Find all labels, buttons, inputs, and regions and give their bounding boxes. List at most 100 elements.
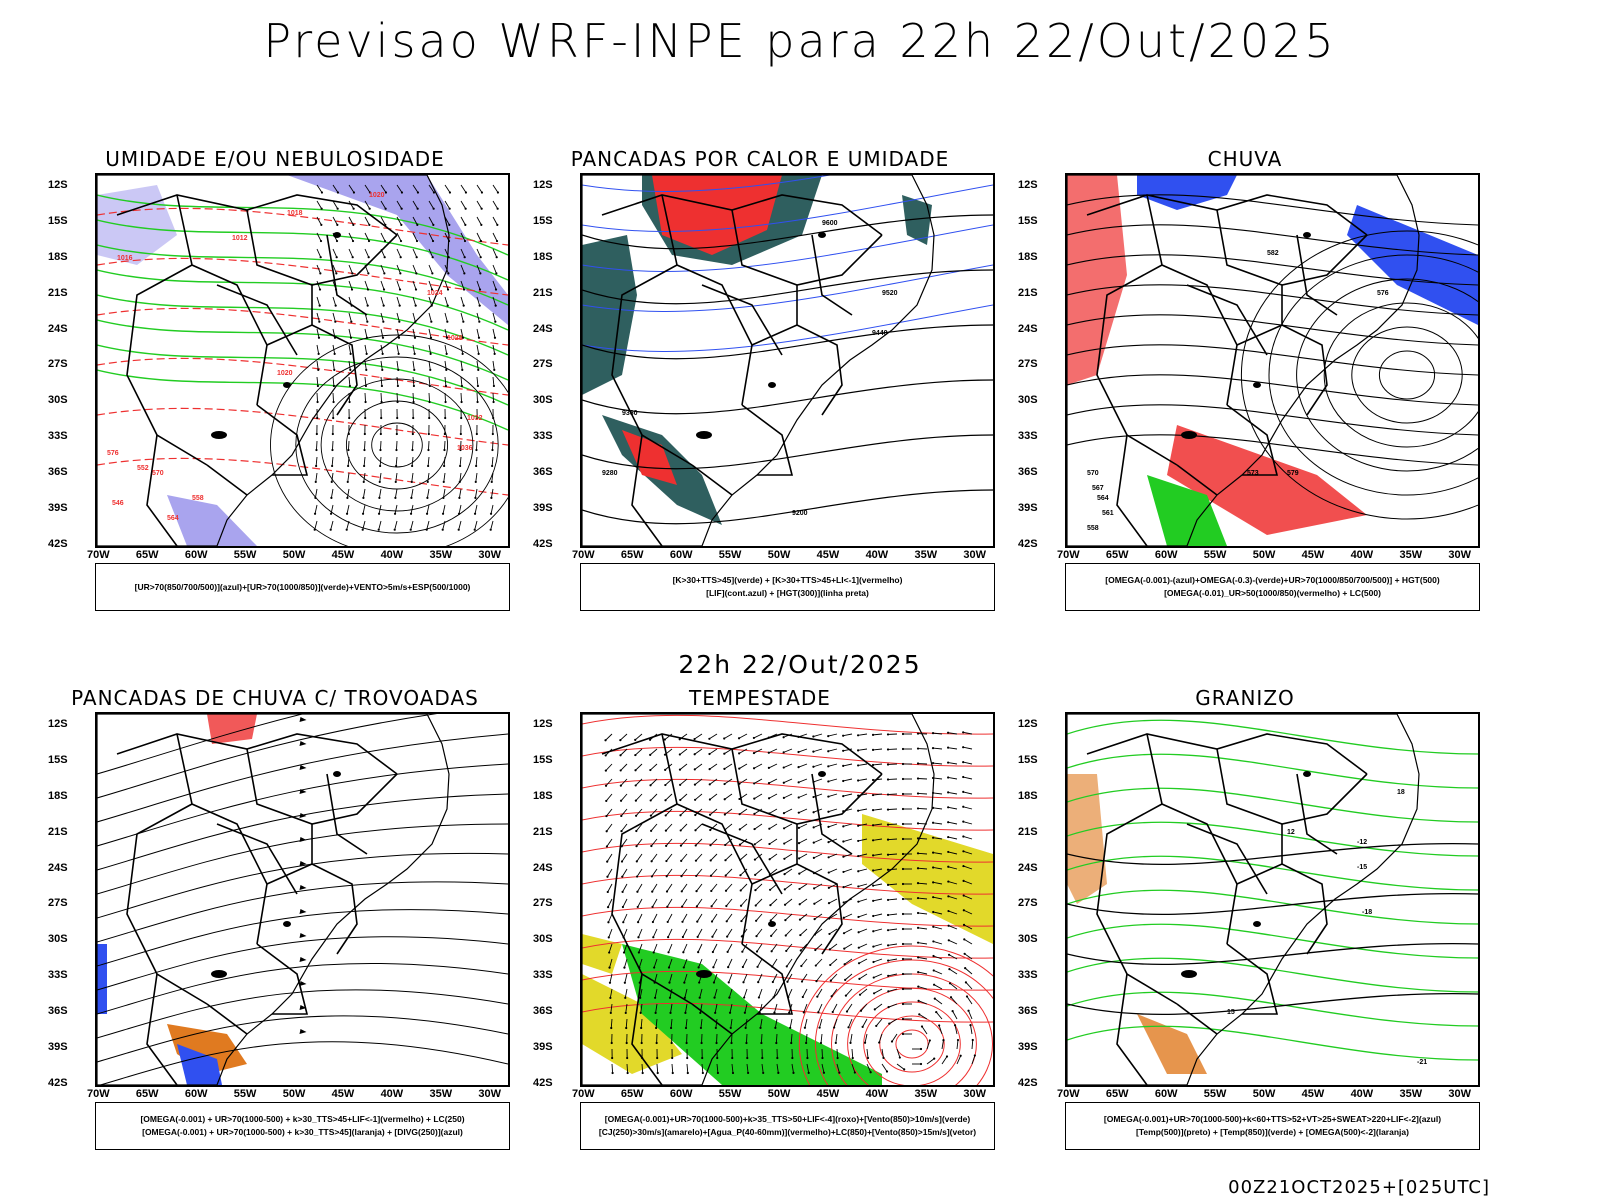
wind-vector-head (857, 779, 860, 782)
wind-vector-head (334, 304, 337, 307)
wind-vector-head (932, 954, 935, 958)
wind-vector (316, 264, 321, 274)
wind-vector-head (496, 191, 500, 194)
contour-line (1067, 254, 1478, 286)
streamline (97, 962, 508, 1015)
contour-label: 564 (1097, 495, 1109, 502)
wind-vector-head (637, 951, 640, 954)
latitude-label: 39S (48, 502, 68, 515)
wind-vector (724, 748, 733, 755)
contour-line (97, 369, 508, 431)
wind-vector-head (678, 738, 681, 741)
wind-vector-head (460, 400, 463, 404)
wind-vector (476, 248, 482, 258)
wind-vector (682, 928, 688, 938)
wind-vector (815, 958, 823, 966)
wind-vector (606, 823, 613, 832)
wind-vector-head (416, 207, 419, 210)
longitude-label: 40W (865, 549, 889, 561)
wind-vector (332, 312, 336, 322)
upper-divergence-area (177, 1044, 222, 1085)
wind-vector (476, 280, 481, 290)
wind-vector-head (477, 352, 480, 355)
streamline (97, 823, 508, 895)
wind-vector-head (752, 736, 755, 740)
wind-vector-head (746, 1056, 749, 1060)
border-line (1226, 404, 1279, 476)
wind-vector (963, 836, 973, 840)
wind-vector (768, 808, 778, 814)
wind-vector-head (710, 920, 714, 923)
wind-vector-head (792, 1071, 795, 1074)
wind-vector-head (393, 512, 397, 515)
wind-vector-head (492, 384, 496, 388)
wind-vector (379, 472, 382, 482)
lake (1253, 921, 1261, 927)
wind-vector-head (971, 1038, 974, 1042)
forecast-map: -12 -15 -18 -21 15 18 12 (1065, 712, 1480, 1087)
wind-vector (873, 943, 883, 948)
wind-vector-head (962, 775, 965, 779)
wind-vector (757, 958, 763, 968)
wind-vector (714, 1003, 718, 1013)
wind-vector-head (694, 829, 697, 832)
panel-legend: [K>30+TTS>45](verde) + [K>30+TTS>45+LI<-… (580, 563, 995, 611)
wind-vector (669, 973, 673, 983)
wind-vector (724, 778, 733, 785)
wind-vector (933, 984, 943, 990)
wind-vector (412, 392, 415, 403)
contour-line (1067, 224, 1478, 256)
wind-vector-head (637, 936, 640, 939)
wind-vector (651, 868, 658, 877)
legend-line: [LIF](cont.azul) + [HGT(300)](linha pret… (706, 588, 869, 598)
wind-vector-head (857, 749, 860, 752)
wind-vector (331, 472, 334, 482)
wind-vector-head (480, 223, 483, 226)
wind-vector-head (962, 835, 965, 838)
wind-vector (492, 232, 498, 242)
lake (1181, 970, 1197, 978)
wind-vector-head (329, 528, 332, 531)
longitude-label: 60W (669, 549, 693, 561)
wind-vector (610, 1018, 613, 1029)
wind-vector-head (744, 1026, 747, 1029)
border-line (1176, 464, 1218, 496)
wind-vector-head (336, 207, 339, 210)
latitude-label: 15S (533, 214, 553, 227)
wind-vector (364, 296, 369, 306)
wind-vector-head (709, 844, 712, 847)
contour-ring (1351, 326, 1463, 424)
longitude-label: 70W (1057, 1088, 1080, 1100)
wind-vector-head (463, 256, 466, 259)
wind-vector-head (844, 994, 848, 997)
latitude-label: 36S (48, 466, 68, 479)
wind-vector (490, 520, 494, 530)
wind-vector (636, 868, 643, 877)
wind-vector-head (393, 528, 396, 531)
wind-vector-head (362, 480, 365, 484)
wind-vector (888, 988, 898, 992)
wind-vector-head (916, 732, 920, 735)
wind-vector-head (821, 1056, 824, 1060)
wind-vector-head (384, 207, 387, 210)
wind-vector-head (782, 781, 785, 784)
wind-vector-head (834, 1041, 837, 1045)
wind-vector-head (398, 320, 401, 323)
legend-line: [OMEGA(-0.001)-(azul)+OMEGA(-0.3)-(verde… (1105, 575, 1440, 585)
forecast-map: 1020 1018 1012 1016 1020 1024 1028 1032 1036 576 5… (95, 173, 510, 548)
longitude-label: 30W (1448, 549, 1472, 561)
contour-label: 582 (1267, 250, 1279, 257)
longitude-label: 50W (282, 549, 306, 561)
latitude-label: 39S (1018, 502, 1038, 515)
wind-vector-head (664, 829, 668, 832)
wind-vector-head (664, 783, 667, 787)
wind-vector-head (345, 512, 349, 515)
latitude-label: 27S (48, 358, 68, 371)
latitude-label: 21S (533, 825, 553, 838)
wind-vector-head (962, 805, 965, 808)
wind-vector (623, 943, 628, 953)
wind-vector (396, 312, 400, 322)
wind-vector-head (898, 1056, 901, 1059)
legend-line: [Temp(500)](preto) + [Temp(850)](verde) … (1136, 1127, 1409, 1137)
wind-vector-head (665, 890, 669, 893)
